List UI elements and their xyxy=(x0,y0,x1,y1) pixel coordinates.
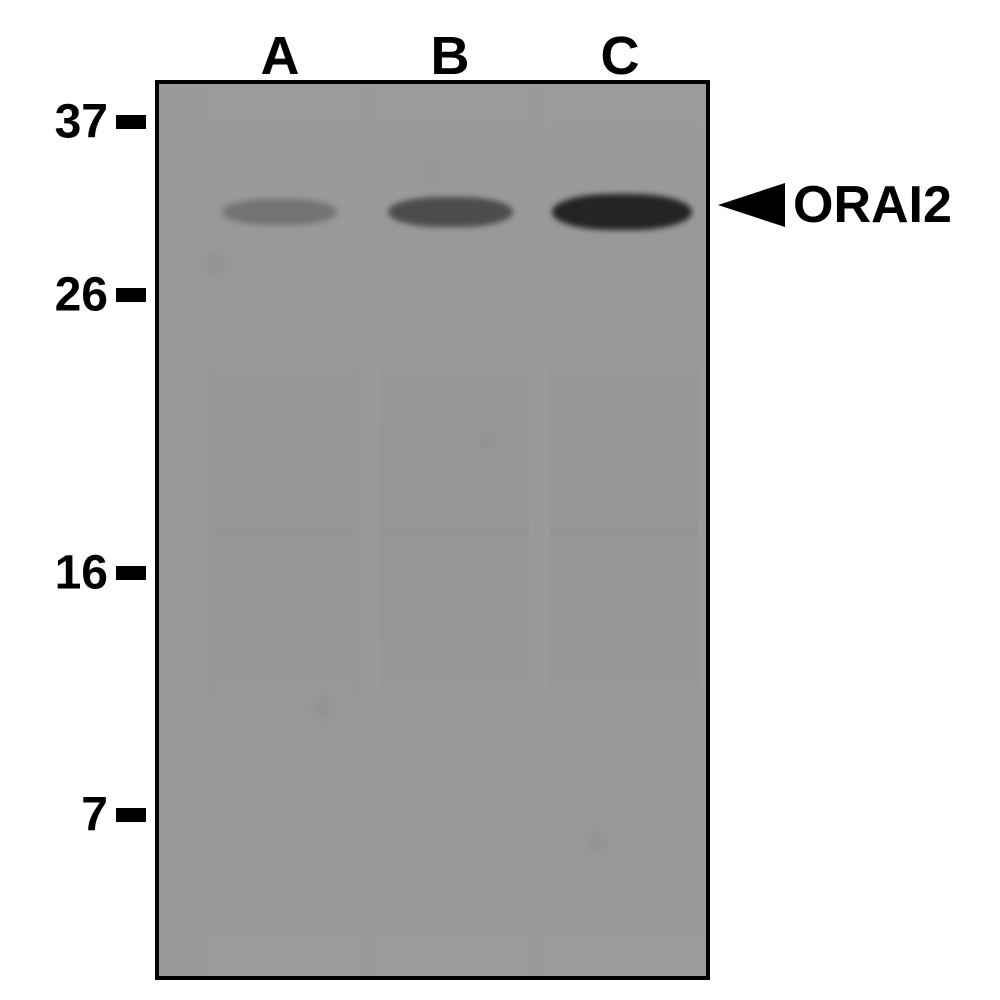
target-label-orai2: ORAI2 xyxy=(793,175,952,235)
lane-label-a: A xyxy=(261,25,300,87)
lane-label-c: C xyxy=(601,25,640,87)
mw-label-7: 7 xyxy=(0,788,108,843)
target-arrow-icon xyxy=(718,183,785,227)
mw-label-26: 26 xyxy=(0,268,108,323)
blot-membrane xyxy=(155,80,710,980)
membrane-noise xyxy=(159,84,706,976)
mw-tick-16 xyxy=(116,566,146,580)
western-blot-figure: A B C 37 26 16 7 ORAI2 xyxy=(0,0,1000,1000)
mw-tick-26 xyxy=(116,288,146,302)
mw-label-37: 37 xyxy=(0,95,108,150)
mw-tick-37 xyxy=(116,115,146,129)
mw-label-16: 16 xyxy=(0,546,108,601)
mw-tick-7 xyxy=(116,808,146,822)
lane-label-b: B xyxy=(431,25,470,87)
